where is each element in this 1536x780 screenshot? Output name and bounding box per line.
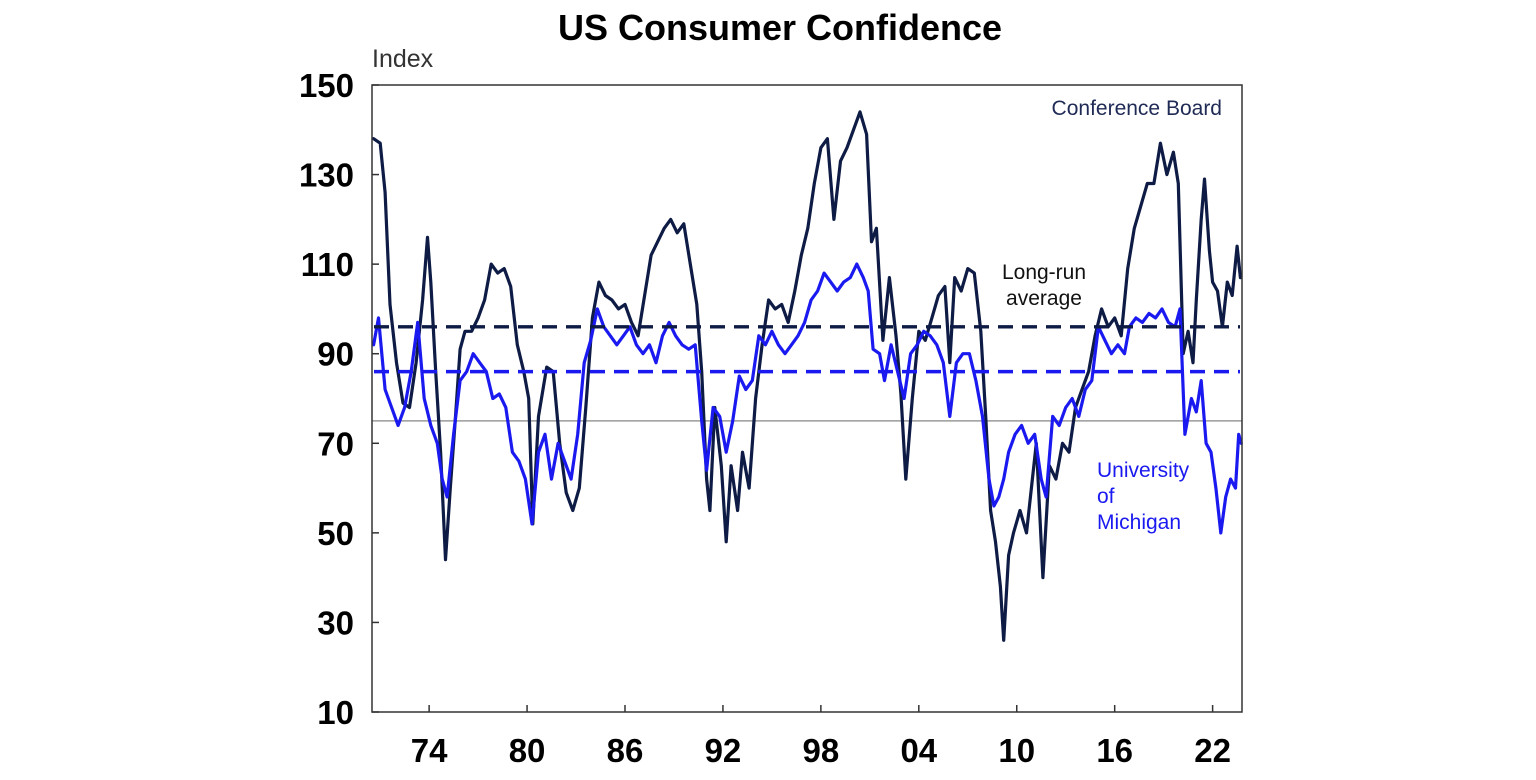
y-tick-label-90: 90	[317, 336, 354, 373]
y-tick-label-70: 70	[317, 425, 354, 462]
long-run-label-line1: Long-run	[1002, 261, 1086, 284]
x-tick-label-16: 16	[1096, 732, 1133, 769]
long-run-label-line2: average	[1006, 287, 1082, 310]
x-tick-label-22: 22	[1194, 732, 1231, 769]
x-tick-label-10: 10	[998, 732, 1035, 769]
x-tick-label-80: 80	[509, 732, 546, 769]
y-axis-label: Index	[372, 45, 434, 73]
y-tick-label-110: 110	[301, 246, 354, 283]
x-tick-label-04: 04	[900, 732, 937, 769]
x-axis-ticks: 74 80 86 92 98 04 10 16 22	[411, 705, 1231, 769]
chart-title: US Consumer Confidence	[558, 7, 1002, 48]
y-tick-label-130: 130	[299, 157, 354, 194]
y-tick-label-30: 30	[317, 604, 354, 641]
y-tick-label-50: 50	[317, 515, 354, 552]
y-tick-label-10: 10	[317, 694, 354, 731]
series-line-conference-board	[372, 110, 1242, 642]
umich-label-line1: University	[1097, 459, 1190, 482]
conference-board-label: Conference Board	[1052, 97, 1222, 120]
umich-label-line3: Michigan	[1097, 511, 1181, 534]
y-axis-ticks: 10 30 50 70 90 110 130 150	[299, 67, 379, 731]
series-line-umich	[372, 262, 1243, 535]
umich-label-line2: of	[1097, 485, 1115, 508]
x-tick-label-86: 86	[607, 732, 644, 769]
x-tick-label-98: 98	[803, 732, 840, 769]
x-tick-label-74: 74	[411, 732, 448, 769]
plot-area	[371, 84, 1243, 713]
plot-frame	[371, 84, 1243, 713]
x-tick-label-92: 92	[705, 732, 742, 769]
y-tick-label-150: 150	[299, 67, 354, 104]
